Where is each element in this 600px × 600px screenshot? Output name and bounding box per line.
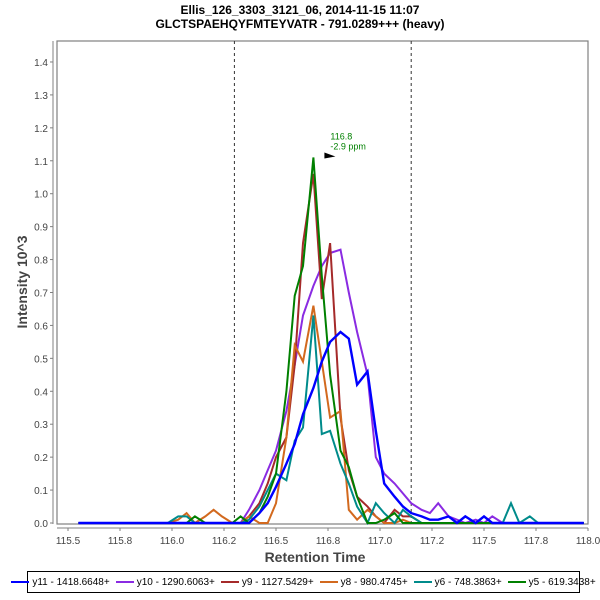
peak-annotation-label: 116.8 — [330, 131, 352, 141]
legend-item: y11 - 1418.6648+ — [11, 576, 110, 588]
x-tick-label: 116.0 — [160, 536, 185, 547]
series-line — [78, 173, 584, 525]
legend-item: y8 - 980.4745+ — [319, 576, 408, 588]
y-tick-label: 1.4 — [34, 58, 48, 69]
plot-frame — [56, 40, 589, 525]
y-tick-label: 0.3 — [34, 420, 48, 431]
series-line — [78, 330, 584, 525]
y-tick-label: 1.2 — [34, 124, 48, 135]
x-tick-label: 116.5 — [264, 536, 289, 547]
y-tick-label: 1.0 — [34, 190, 48, 201]
legend-label: y9 - 1127.5429+ — [241, 576, 314, 588]
legend-label: y6 - 748.3863+ — [434, 576, 502, 588]
y-tick-label: 1.3 — [34, 91, 48, 102]
legend-swatch — [413, 581, 432, 583]
legend-item: y6 - 748.3863+ — [413, 576, 502, 588]
legend-label: y11 - 1418.6648+ — [32, 576, 110, 588]
series-line — [78, 315, 584, 526]
legend-swatch — [507, 581, 526, 583]
x-tick-label: 116.2 — [212, 536, 237, 547]
x-axis-label: Retention Time — [265, 549, 366, 565]
y-tick-label: 0.7 — [34, 288, 48, 299]
legend-label: y10 - 1290.6063+ — [136, 576, 215, 588]
legend-swatch — [220, 581, 239, 583]
x-tick-label: 115.5 — [56, 536, 81, 547]
legend-item: y5 - 619.3438+ — [507, 576, 596, 588]
y-axis-label: Intensity 10^3 — [14, 235, 30, 328]
x-tick-label: 117.8 — [524, 536, 549, 547]
y-tick-label: 0.1 — [34, 486, 48, 497]
legend-swatch — [115, 581, 134, 583]
peak-annotation-label: -2.9 ppm — [330, 141, 366, 151]
y-tick-label: 0.0 — [34, 519, 48, 530]
y-tick-label: 1.1 — [34, 157, 48, 168]
y-tick-label: 0.6 — [34, 321, 48, 332]
x-tick-label: 117.0 — [368, 536, 393, 547]
x-tick-label: 116.8 — [316, 536, 341, 547]
y-tick-label: 0.4 — [34, 387, 48, 398]
x-tick-label: 117.2 — [420, 536, 445, 547]
legend-item: y10 - 1290.6063+ — [115, 576, 215, 588]
peak-marker-icon — [324, 152, 336, 159]
chart-title: Ellis_126_3303_3121_06, 2014-11-15 11:07 — [180, 3, 420, 17]
y-tick-label: 0.5 — [34, 354, 48, 365]
x-tick-label: 117.5 — [472, 536, 497, 547]
legend-swatch — [11, 581, 30, 583]
legend-item: y9 - 1127.5429+ — [220, 576, 314, 588]
legend-label: y8 - 980.4745+ — [340, 576, 408, 588]
chart-subtitle: GLCTSPAEHQYFMTEYVATR - 791.0289+++ (heav… — [155, 17, 445, 31]
x-tick-label: 115.8 — [108, 536, 133, 547]
x-tick-label: 118.0 — [576, 536, 600, 547]
y-tick-label: 0.8 — [34, 256, 48, 267]
legend-label: y5 - 619.3438+ — [528, 576, 596, 588]
legend-swatch — [319, 581, 338, 583]
y-tick-label: 0.9 — [34, 223, 48, 234]
series-line — [78, 305, 584, 525]
legend: y11 - 1418.6648+ y10 - 1290.6063+ y9 - 112… — [11, 571, 596, 593]
y-tick-label: 0.2 — [34, 453, 48, 464]
